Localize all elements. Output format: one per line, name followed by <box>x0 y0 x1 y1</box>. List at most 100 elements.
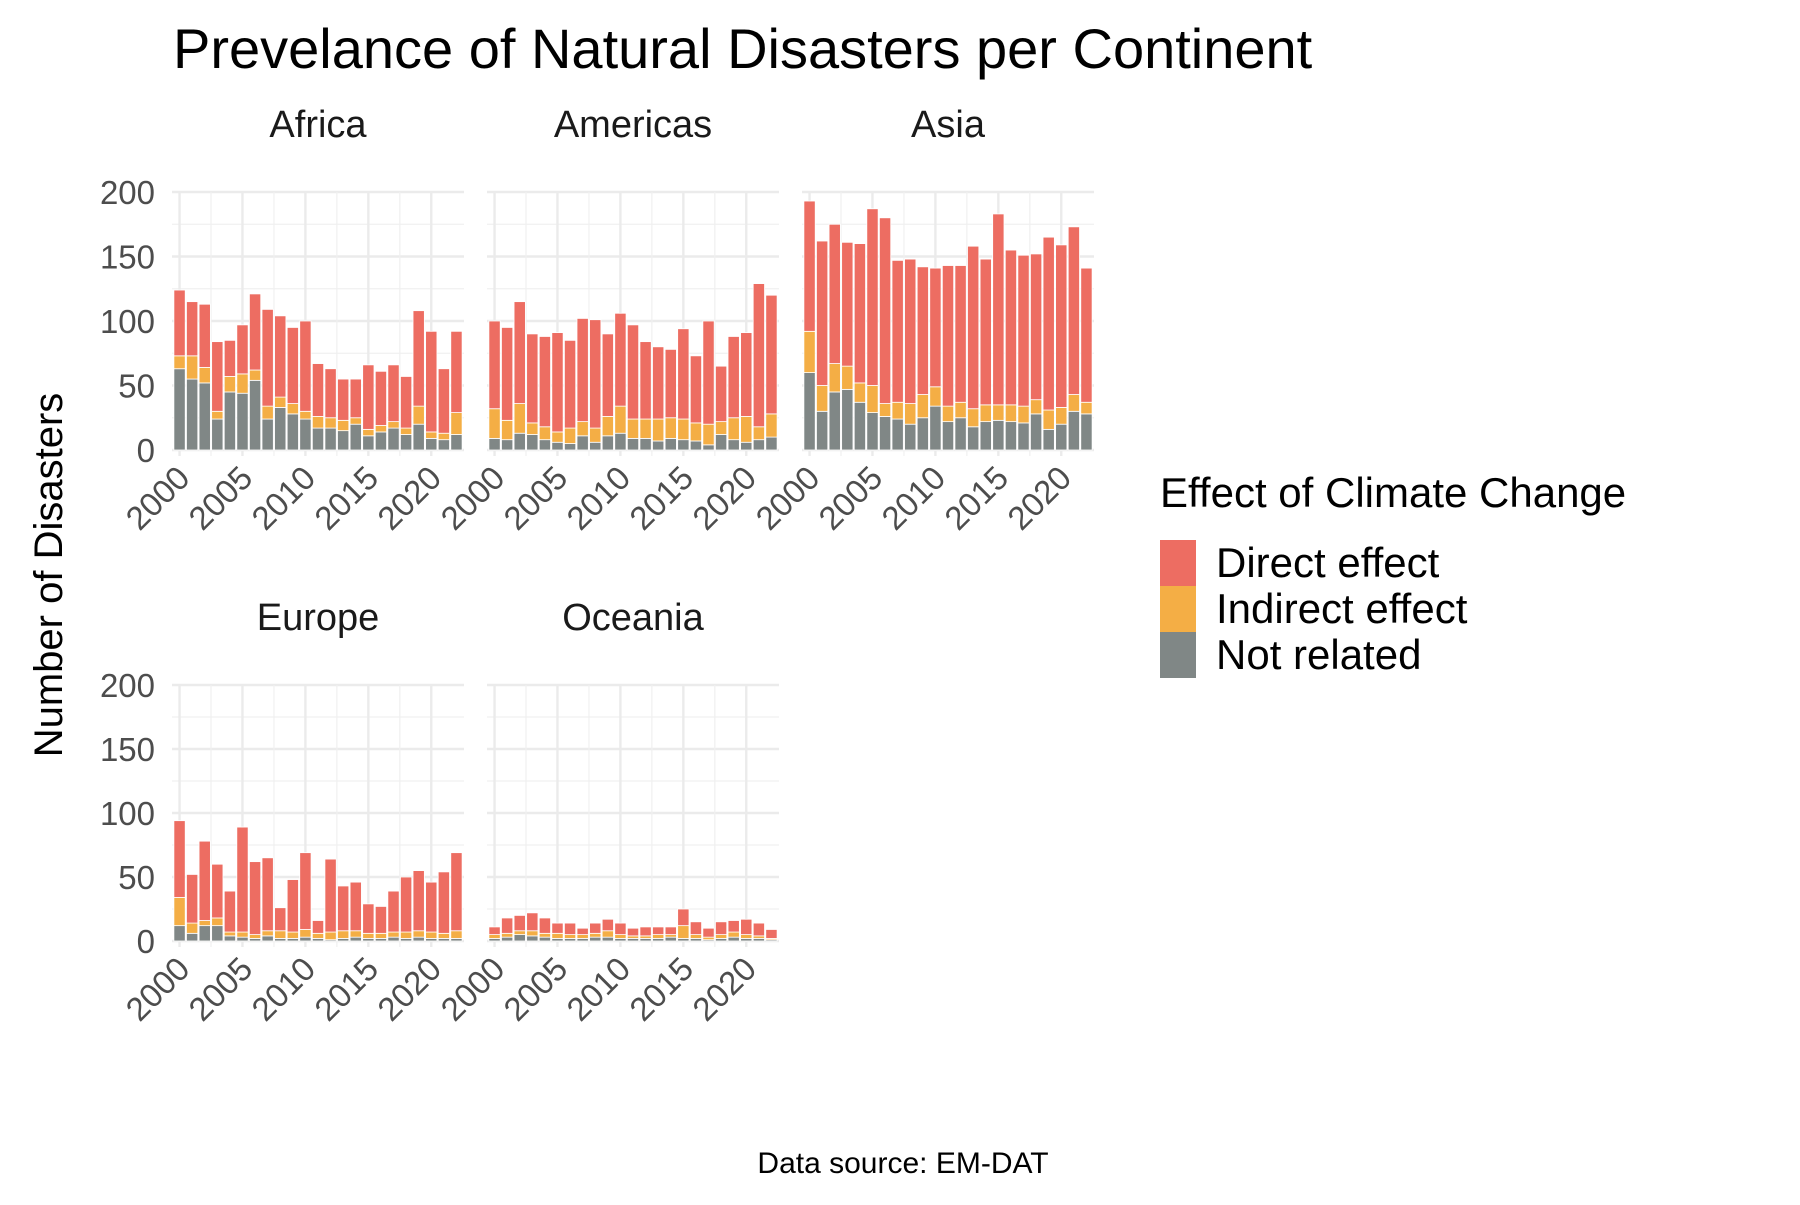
x-tick-label: 2005 <box>811 459 889 537</box>
bar-segment <box>513 432 526 451</box>
y-tick-label: 100 <box>100 795 155 832</box>
bar-segment <box>349 930 362 938</box>
bar-segment <box>299 852 312 930</box>
bar-segment <box>866 208 879 386</box>
bar-segment <box>715 421 728 435</box>
x-tick-label: 2020 <box>370 950 448 1028</box>
bar-segment <box>614 312 627 407</box>
bar-segment <box>702 927 715 938</box>
bar-segment <box>601 435 614 451</box>
bar-segment <box>551 441 564 451</box>
bar-segment <box>236 373 249 394</box>
bar-segment <box>979 421 992 451</box>
bar-segment <box>1004 404 1017 423</box>
bar-segment <box>576 927 589 936</box>
bar-segment <box>349 881 362 932</box>
bar-segment <box>614 432 627 451</box>
bar-segment <box>765 294 778 415</box>
bar-segment <box>274 407 287 451</box>
bar-segment <box>374 425 387 433</box>
bar-segment <box>576 435 589 451</box>
bar-segment <box>488 926 501 935</box>
bar-segment <box>564 427 577 444</box>
bar-segment <box>437 439 450 451</box>
bar-segment <box>488 408 501 439</box>
bar-segment <box>513 301 526 404</box>
bar-segment <box>639 341 652 420</box>
bar-segment <box>702 444 715 451</box>
bar-segment <box>186 301 199 357</box>
bar-segment <box>765 413 778 438</box>
bar-segment <box>1080 413 1093 451</box>
bar-segment <box>437 871 450 934</box>
y-tick-label: 150 <box>100 239 155 276</box>
x-tick-label: 2000 <box>118 459 196 537</box>
bar-segment <box>412 936 425 942</box>
bar-segment <box>1055 423 1068 451</box>
bar-segment <box>589 441 602 451</box>
bar-segment <box>425 437 438 451</box>
bar-segment <box>538 439 551 451</box>
bar-segment <box>828 363 841 393</box>
bar-segment <box>715 365 728 423</box>
bar-segment <box>853 401 866 451</box>
facet-title: Americas <box>554 104 712 146</box>
bar-segment <box>626 437 640 451</box>
bar-segment <box>236 936 249 942</box>
bar-segment <box>249 379 262 451</box>
bar-segment <box>337 419 350 432</box>
bar-segment <box>412 310 425 407</box>
bar-segment <box>362 932 375 939</box>
bar-segment <box>538 932 551 938</box>
bar-segment <box>249 934 262 939</box>
bar-segment <box>941 265 955 407</box>
bar-segment <box>501 419 514 441</box>
bar-segment <box>186 932 199 942</box>
bar-segment <box>186 874 199 924</box>
bar-segment <box>879 217 892 404</box>
bar-segment <box>740 332 753 417</box>
bar-segment <box>526 422 539 435</box>
bar-segment <box>400 427 413 435</box>
bar-segment <box>1004 249 1017 406</box>
bar-segment <box>374 932 387 939</box>
bar-segment <box>601 936 614 942</box>
bar-segment <box>727 439 740 451</box>
bar-segment <box>412 930 425 938</box>
bar-segment <box>614 405 627 434</box>
bar-segment <box>727 931 740 938</box>
bar-segment <box>501 917 514 934</box>
bar-segment <box>752 283 765 428</box>
bar-segment <box>765 436 778 451</box>
bar-segment <box>677 439 690 451</box>
x-tick-label: 2010 <box>559 459 637 537</box>
bar-segment <box>236 392 249 451</box>
bar-segment <box>639 437 652 451</box>
bar-segment <box>387 427 400 451</box>
bar-segment <box>173 368 186 451</box>
bar-segment <box>941 405 955 423</box>
bar-segment <box>538 936 551 942</box>
bar-segment <box>564 934 577 939</box>
bar-segment <box>752 922 765 937</box>
x-tick-label: 2015 <box>307 950 385 1028</box>
facet-title: Europe <box>257 597 380 639</box>
bar-segment <box>223 890 236 933</box>
bar-segment <box>198 367 211 384</box>
x-tick-label: 2000 <box>118 950 196 1028</box>
x-tick-label: 2020 <box>685 459 763 537</box>
bar-segment <box>261 405 274 420</box>
bar-segment <box>501 327 514 421</box>
bar-segment <box>891 418 904 451</box>
facet-title: Oceania <box>562 597 704 639</box>
bar-segment <box>223 931 236 937</box>
bar-segment <box>1055 407 1068 425</box>
bar-segment <box>715 934 728 939</box>
bar-segment <box>362 364 375 430</box>
bar-segment <box>765 929 778 939</box>
